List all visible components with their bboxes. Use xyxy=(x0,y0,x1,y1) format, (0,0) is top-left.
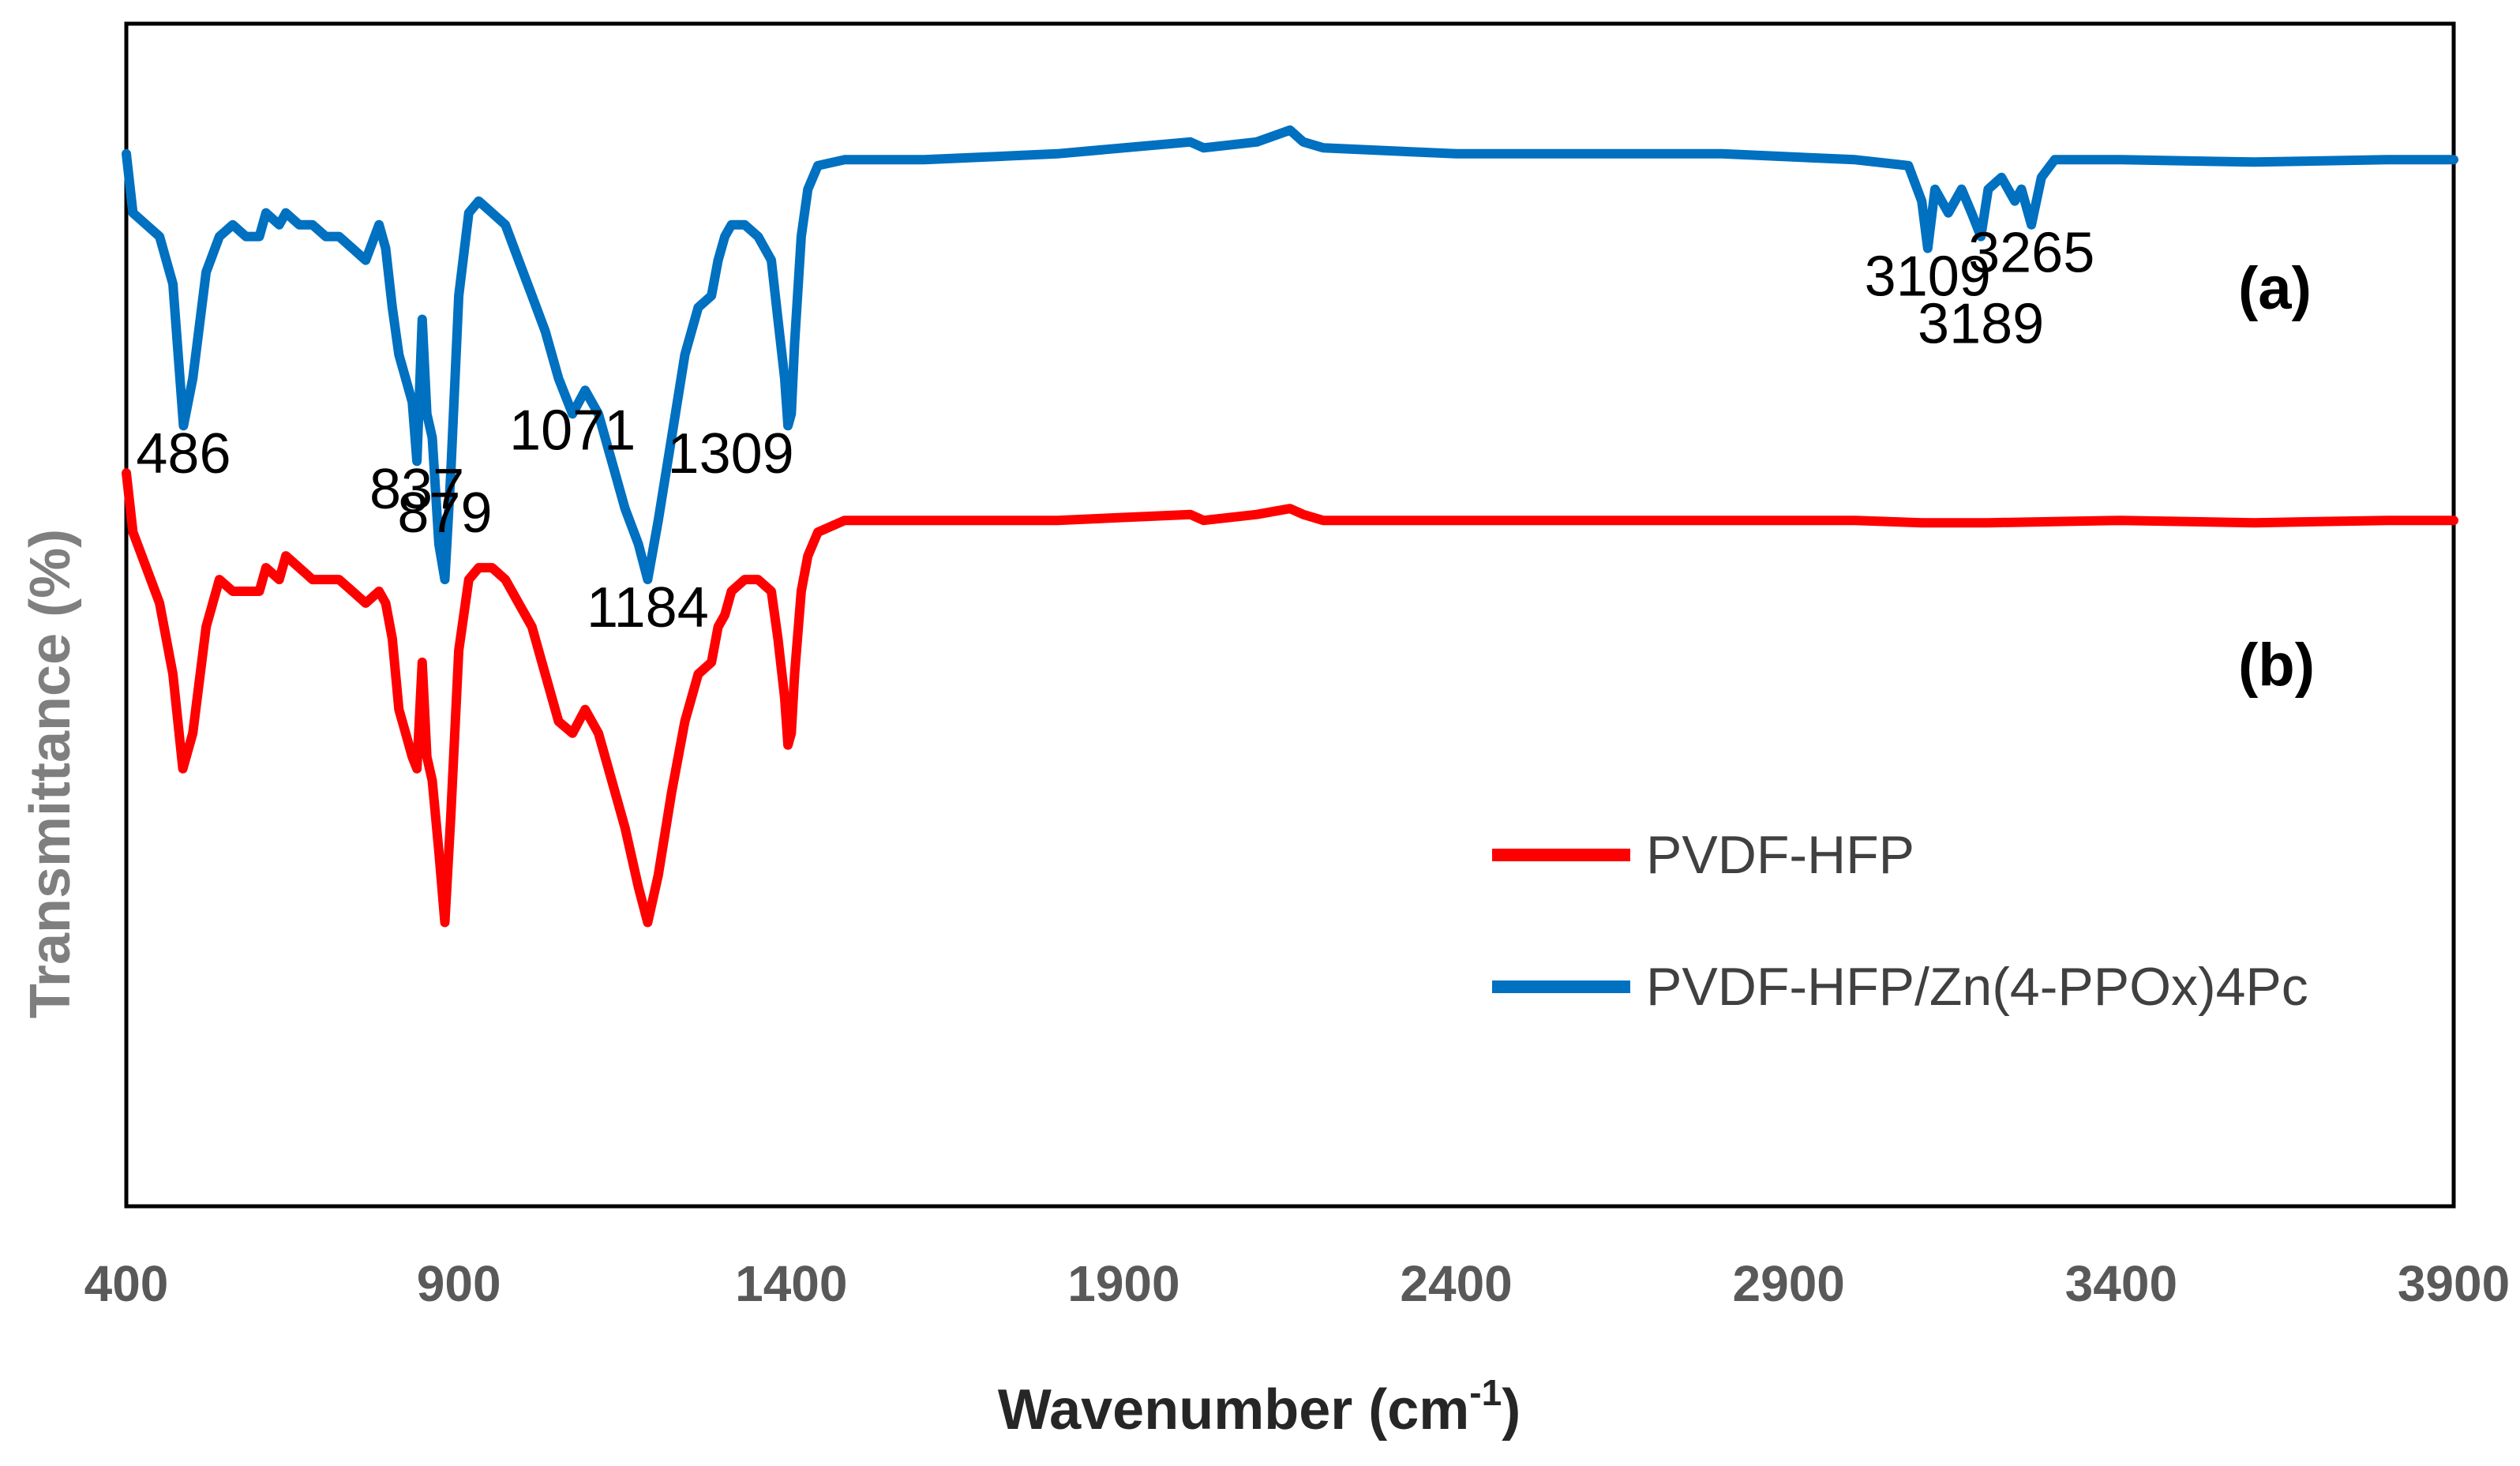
x-tick-label: 3900 xyxy=(2398,1255,2510,1312)
x-axis-ticks: 400 900 1400 1900 2400 2900 3400 3900 xyxy=(84,1255,2511,1312)
series-tag-b: (b) xyxy=(2238,632,2315,699)
peak-label: 1184 xyxy=(587,576,709,639)
series-line-pvdf-hfp xyxy=(122,468,2458,928)
plot-area xyxy=(122,21,2458,1209)
peak-label: 3189 xyxy=(1918,292,2044,355)
x-axis-title-main: Wavenumber (cm xyxy=(998,1378,1469,1442)
peak-label: 3265 xyxy=(1968,222,2094,285)
x-tick-label: 2900 xyxy=(1733,1255,1845,1312)
x-tick-label: 1400 xyxy=(735,1255,847,1312)
peak-label: 486 xyxy=(136,422,231,486)
x-axis-title: Wavenumber (cm-1) xyxy=(998,1372,1521,1442)
peak-label: 879 xyxy=(397,482,492,545)
peak-label: 1309 xyxy=(668,422,794,486)
series-line-pvdf-hfp-zn xyxy=(122,125,2458,585)
series-tag-a: (a) xyxy=(2238,255,2312,322)
legend-label-pvdf-hfp-zn: PVDF-HFP/Zn(4-PPOx)4Pc xyxy=(1646,957,2308,1017)
plot-frame xyxy=(124,21,2456,1209)
x-axis-title-close: ) xyxy=(1502,1378,1521,1442)
x-axis-title-superscript: -1 xyxy=(1469,1372,1502,1413)
legend-label-pvdf-hfp: PVDF-HFP xyxy=(1646,825,1914,885)
peak-label: 1071 xyxy=(509,399,636,462)
x-tick-label: 3400 xyxy=(2065,1255,2177,1312)
y-axis-title: Transmittance (%) xyxy=(19,529,82,1018)
x-tick-label: 900 xyxy=(417,1255,501,1312)
x-tick-label: 1900 xyxy=(1067,1255,1179,1312)
peak-label: 3109 xyxy=(1865,246,1991,309)
legend: PVDF-HFP PVDF-HFP/Zn(4-PPOx)4Pc xyxy=(1492,825,2308,1017)
x-tick-label: 400 xyxy=(84,1255,169,1312)
x-tick-label: 2400 xyxy=(1400,1255,1512,1312)
peak-label: 837 xyxy=(369,458,464,521)
